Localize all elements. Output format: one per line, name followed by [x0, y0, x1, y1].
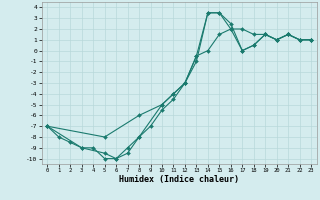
X-axis label: Humidex (Indice chaleur): Humidex (Indice chaleur)	[119, 175, 239, 184]
